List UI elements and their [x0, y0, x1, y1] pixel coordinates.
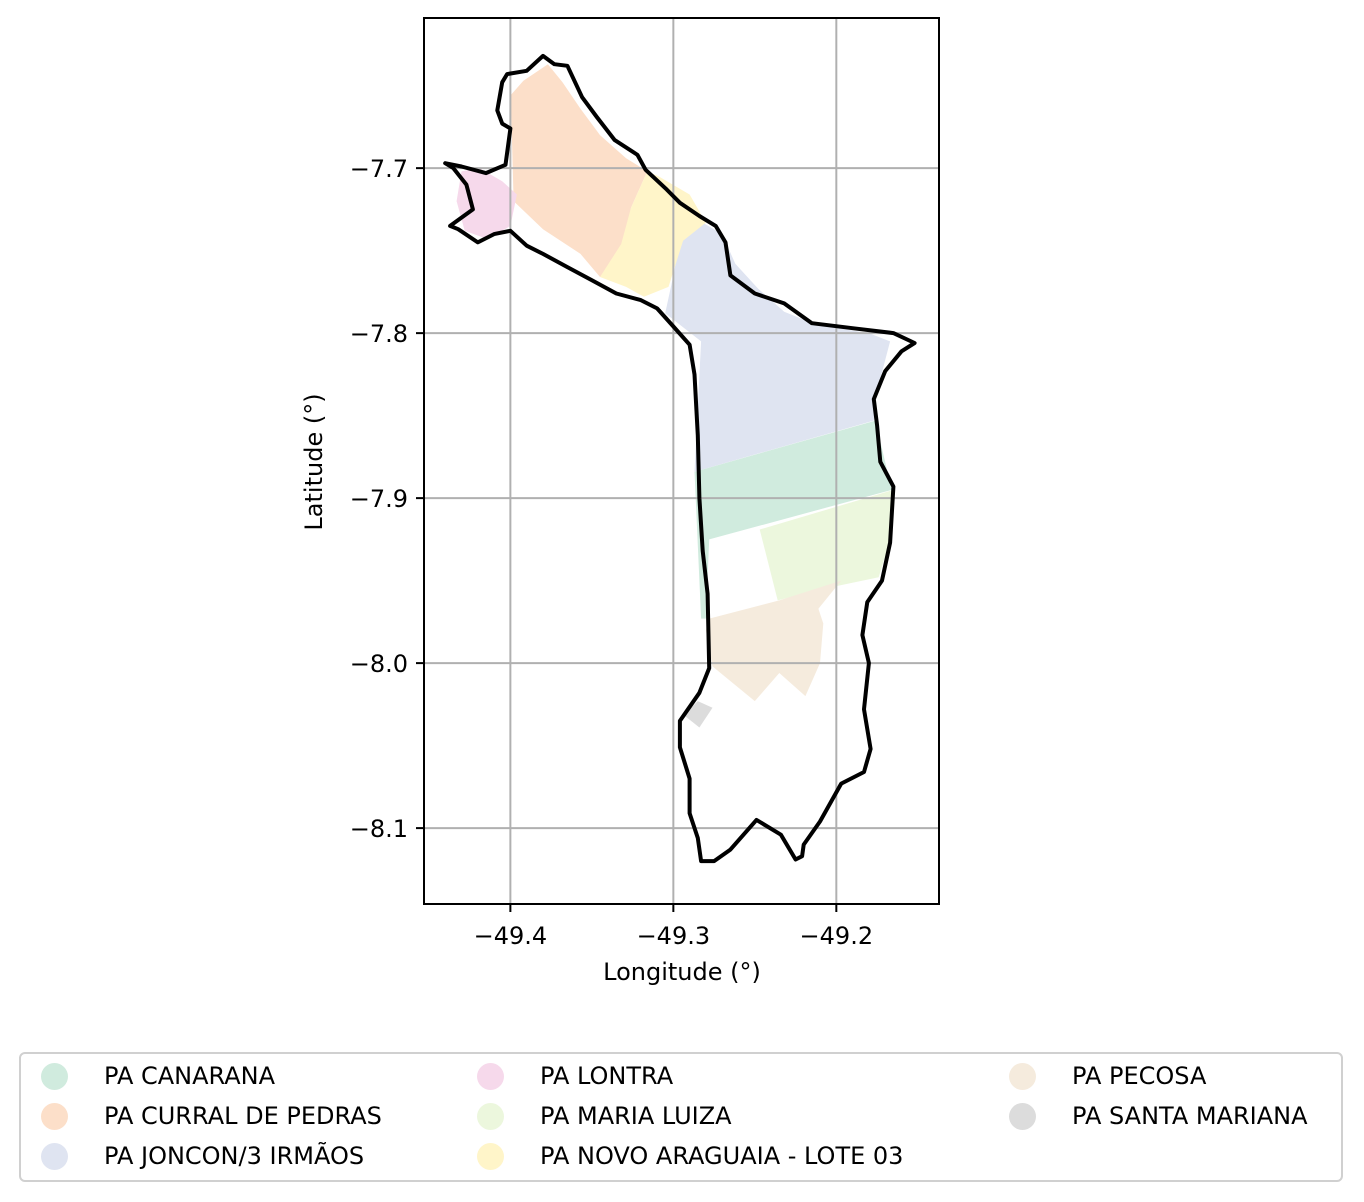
- legend-item: PA MARIA LUIZA: [477, 1096, 732, 1136]
- region-pa-maria-luiza: [759, 489, 894, 601]
- boundary-outline: [443, 53, 917, 864]
- y-tick-label-3: −8.0: [350, 650, 408, 678]
- plot-content: [424, 18, 939, 904]
- y-tick-label-0: −7.7: [350, 155, 408, 183]
- legend-item: PA JONCON/3 IRMÃOS: [41, 1136, 364, 1176]
- plot-frame: [423, 17, 940, 905]
- map-figure: −49.4 −49.3 −49.2 −7.7 −7.8 −7.9 −8.0 −8.1 Long…: [0, 0, 1364, 1050]
- figure-background: [0, 0, 1364, 1050]
- legend-swatch: [477, 1062, 504, 1090]
- legend-item: PA NOVO ARAGUAIA - LOTE 03: [477, 1136, 903, 1176]
- x-axis-label: Longitude (°): [603, 958, 761, 986]
- legend-item: PA CANARANA: [41, 1056, 275, 1096]
- region-pa-santa-mariana: [684, 701, 713, 728]
- y-tick-label-1: −7.8: [350, 320, 408, 348]
- region-pa-pecosa: [705, 580, 842, 702]
- legend-swatch: [477, 1142, 504, 1170]
- legend-label: PA JONCON/3 IRMÃOS: [104, 1142, 365, 1170]
- x-tick-label-0: −49.4: [474, 922, 548, 950]
- y-tick-label-4: −8.1: [350, 815, 408, 843]
- legend-item: PA CURRAL DE PEDRAS: [41, 1096, 382, 1136]
- legend-label: PA CANARANA: [104, 1062, 276, 1090]
- region-pa-curral-de-pedras: [510, 64, 648, 277]
- legend-swatch: [1009, 1062, 1036, 1090]
- legend-swatch: [41, 1102, 68, 1130]
- region-pa-canarana: [694, 420, 892, 619]
- legend-swatch: [41, 1062, 68, 1090]
- legend-item: PA SANTA MARIANA: [1009, 1096, 1308, 1136]
- legend-item: PA PECOSA: [1009, 1056, 1206, 1096]
- legend-label: PA PECOSA: [1072, 1062, 1207, 1090]
- legend-swatch: [477, 1102, 504, 1130]
- legend-label: PA MARIA LUIZA: [540, 1102, 732, 1130]
- plot-area: −49.4 −49.3 −49.2 −7.7 −7.8 −7.9 −8.0 −8.1: [350, 17, 940, 950]
- legend-swatch: [41, 1142, 68, 1170]
- legend-item: PA LONTRA: [477, 1056, 673, 1096]
- region-pa-lontra: [456, 168, 517, 240]
- x-tick-label-1: −49.3: [637, 922, 711, 950]
- y-axis-label: Latitude (°): [300, 393, 328, 530]
- legend-swatch: [1009, 1102, 1036, 1130]
- legend-label: PA CURRAL DE PEDRAS: [104, 1102, 382, 1130]
- x-tick-label-2: −49.2: [800, 922, 874, 950]
- legend-label: PA LONTRA: [540, 1062, 674, 1090]
- y-tick-label-2: −7.9: [350, 485, 408, 513]
- legend-label: PA SANTA MARIANA: [1072, 1102, 1308, 1130]
- region-pa-joncon-3-irm-os: [665, 222, 891, 472]
- legend: PA CANARANA PA CURRAL DE PEDRAS PA JONCON/…: [19, 1052, 1343, 1182]
- legend-label: PA NOVO ARAGUAIA - LOTE 03: [540, 1142, 904, 1170]
